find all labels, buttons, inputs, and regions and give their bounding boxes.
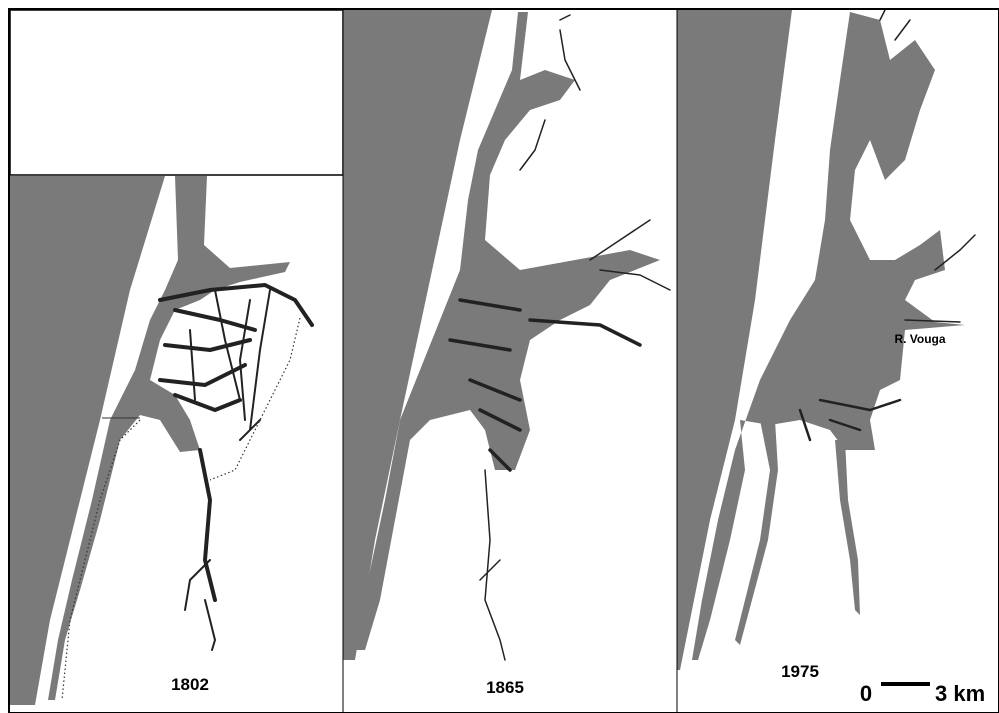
map-figure: 1802 1865 R. Vouga 1975 0 3 km xyxy=(0,0,999,713)
scale-end: 3 km xyxy=(935,681,985,706)
river-label: R. Vouga xyxy=(894,332,945,346)
page: {"panels": [{"year": "1802"}, {"year": "… xyxy=(0,0,999,713)
year-label: 1802 xyxy=(171,675,209,694)
year-label: 1975 xyxy=(781,662,819,681)
year-label: 1865 xyxy=(486,678,524,697)
blank-inset xyxy=(10,10,343,175)
scale-start: 0 xyxy=(860,681,872,706)
